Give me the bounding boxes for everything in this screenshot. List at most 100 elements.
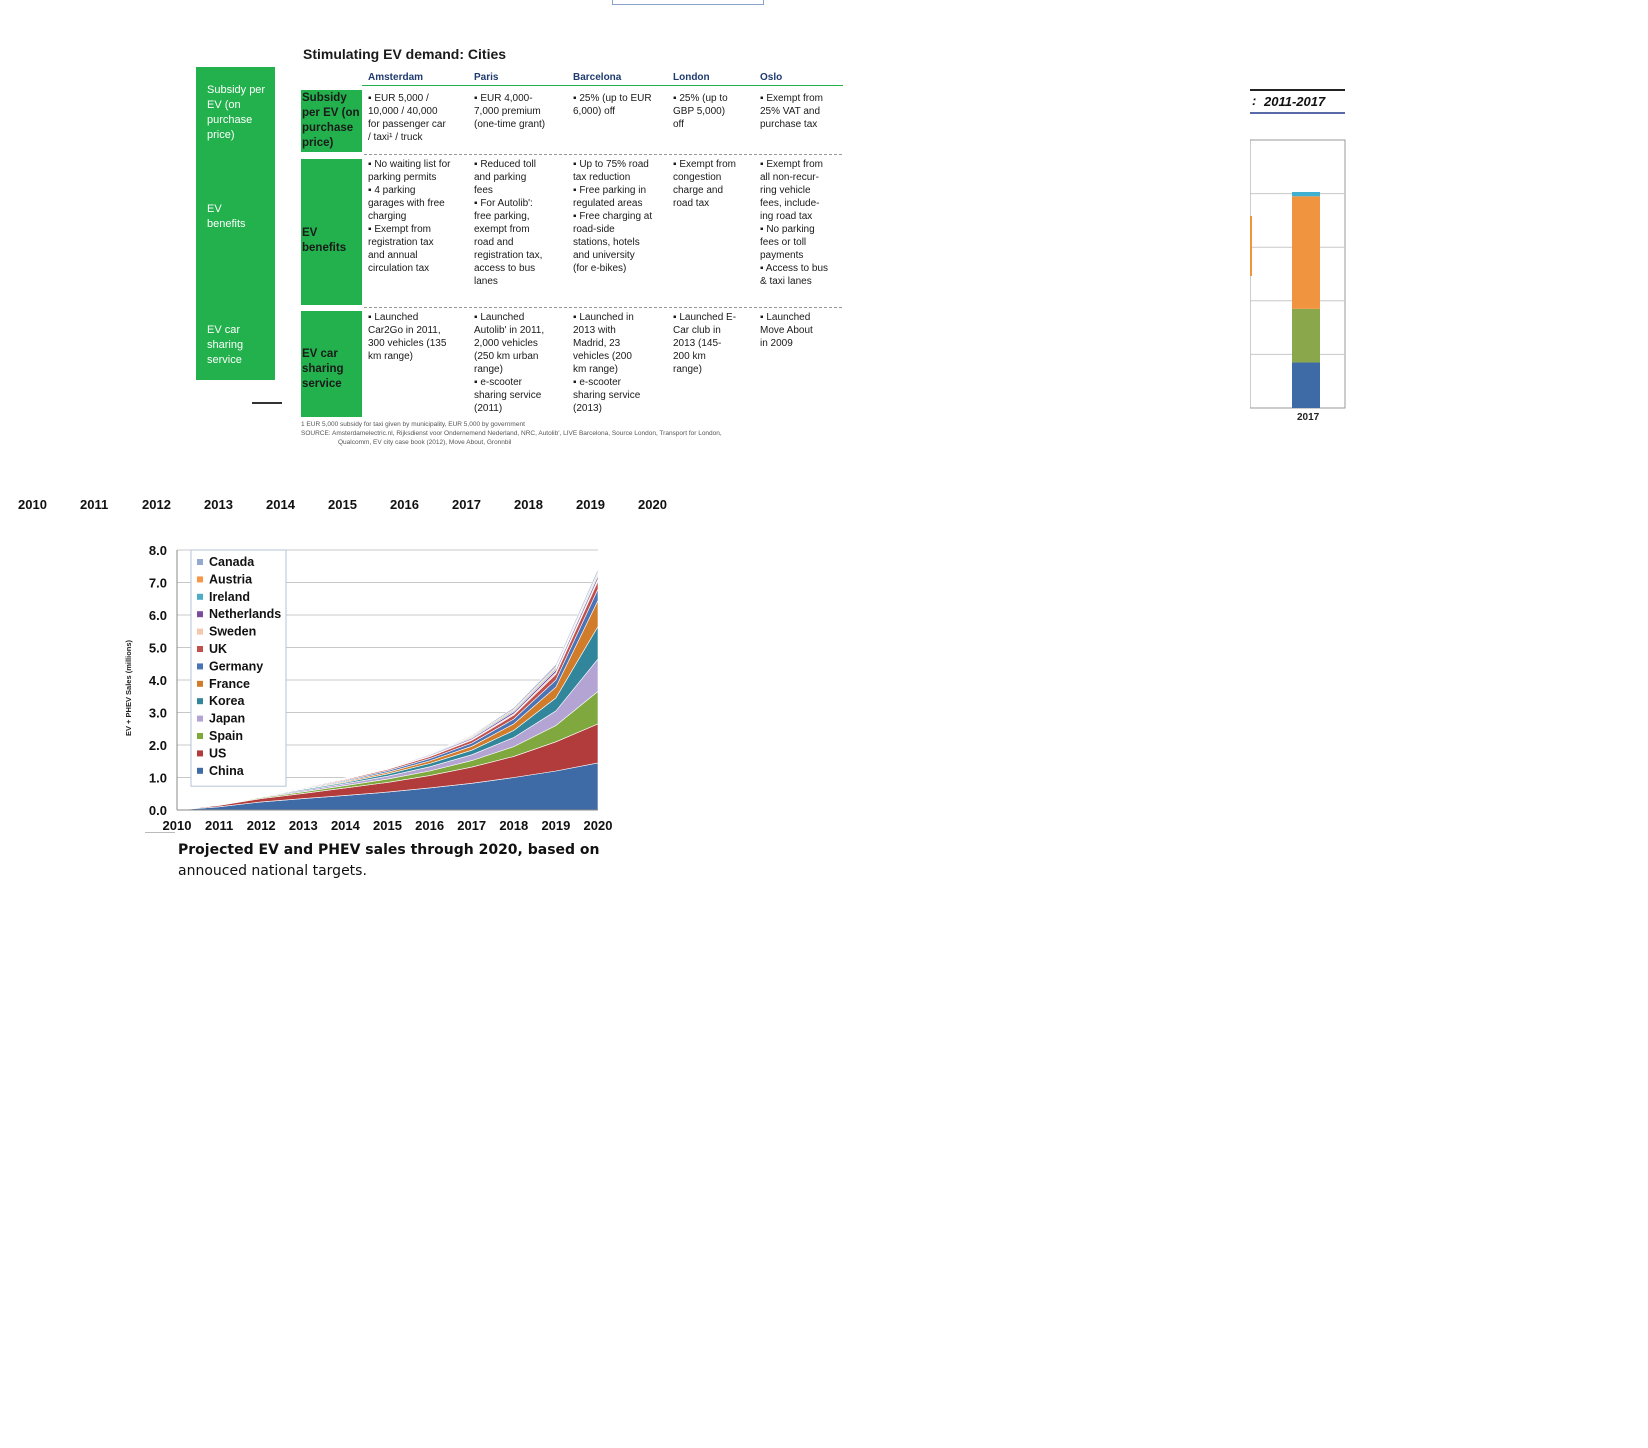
legend-swatch <box>197 680 203 687</box>
y-tick-label: 2.0 <box>149 738 167 753</box>
cell-sharing-paris: ▪ Launched Autolib' in 2011, 2,000 vehic… <box>474 312 545 414</box>
y-tick-label: 7.0 <box>149 576 167 591</box>
chart-caption: Projected EV and PHEV sales through 2020… <box>178 840 600 882</box>
y-tick-label: 8.0 <box>149 543 167 558</box>
legend-label: Canada <box>209 555 255 569</box>
year-label: 2014 <box>266 497 295 512</box>
side-label-benefits: EV benefits <box>207 203 246 230</box>
area-series-canada <box>176 568 599 811</box>
col-head-barcelona: Barcelona <box>573 72 622 83</box>
fragment-title: 2011-2017 <box>1264 94 1326 109</box>
table-source: SOURCE: Amsterdamelectric.nl, Rijksdiens… <box>301 430 722 437</box>
fragment-title-rule-bottom <box>1250 112 1345 114</box>
legend-label: Sweden <box>209 625 256 639</box>
side-label-sharing: EV car sharing service <box>207 324 244 366</box>
year-label: 2016 <box>390 497 419 512</box>
row-separator <box>364 154 842 155</box>
legend-swatch <box>197 733 203 739</box>
legend-label: US <box>209 746 226 760</box>
legend-swatch <box>197 628 203 635</box>
x-tick-label: 2017 <box>457 818 486 833</box>
year-label: 2010 <box>18 497 47 512</box>
x-tick-label: 2015 <box>373 818 402 833</box>
side-label-column <box>196 67 275 380</box>
legend-swatch <box>197 576 203 583</box>
legend-swatch <box>197 698 203 705</box>
legend-label: Austria <box>209 572 253 586</box>
chart-bottom-rule <box>145 832 175 833</box>
cell-benefits-barcelona: ▪ Up to 75% road tax reduction ▪ Free pa… <box>573 159 653 274</box>
cell-benefits-oslo: ▪ Exempt from all non-recur- ring vehicl… <box>760 159 829 287</box>
legend-swatch <box>197 559 203 565</box>
row-head-subsidy: Subsidy per EV (on purchase price) <box>302 92 360 149</box>
caption-line-2: annouced national targets. <box>178 863 367 879</box>
stray-dash <box>252 402 282 404</box>
header-rule <box>362 85 843 86</box>
legend-label: Ireland <box>209 590 250 604</box>
year-label: 2017 <box>452 497 481 512</box>
legend-label: France <box>209 677 250 691</box>
fragment-bar-segment <box>1292 362 1320 408</box>
legend-swatch <box>197 715 203 722</box>
cell-subsidy-paris: ▪ EUR 4,000- 7,000 premium (one-time gra… <box>474 93 546 130</box>
y-axis-title: EV + PHEV Sales (millions) <box>124 639 133 736</box>
fragment-bar-segment <box>1292 196 1320 309</box>
col-head-london: London <box>673 72 710 83</box>
row-head-benefits-block <box>301 159 362 305</box>
x-tick-label: 2018 <box>499 818 528 833</box>
table-footnote: 1 EUR 5,000 subsidy for taxi given by mu… <box>301 421 525 428</box>
y-tick-label: 1.0 <box>149 771 167 786</box>
cell-subsidy-barcelona: ▪ 25% (up to EUR 6,000) off <box>573 93 652 117</box>
year-label: 2015 <box>328 497 357 512</box>
x-tick-label: 2013 <box>289 818 318 833</box>
fragment-bar-segment <box>1292 308 1320 363</box>
cell-benefits-london: ▪ Exempt from congestion charge and road… <box>673 159 737 209</box>
year-label: 2019 <box>576 497 605 512</box>
x-tick-label: 2011 <box>205 818 233 833</box>
top-clip-box <box>612 0 764 5</box>
cell-sharing-oslo: ▪ Launched Move About in 2009 <box>760 312 813 349</box>
side-label-subsidy: Subsidy per EV (on purchase price) <box>207 84 266 141</box>
fragment-bar-segment <box>1292 191 1320 197</box>
legend-label: UK <box>209 642 227 656</box>
year-label: 2011 <box>80 497 109 512</box>
year-label: 2020 <box>638 497 667 512</box>
col-head-oslo: Oslo <box>760 72 783 83</box>
year-label: 2013 <box>204 497 233 512</box>
y-tick-label: 3.0 <box>149 706 167 721</box>
col-head-paris: Paris <box>474 72 499 83</box>
y-tick-label: 5.0 <box>149 641 167 656</box>
legend-swatch <box>197 646 203 652</box>
year-label: 2018 <box>514 497 543 512</box>
legend-label: China <box>209 764 245 778</box>
legend-swatch <box>197 767 203 774</box>
legend-swatch <box>197 611 203 618</box>
legend-box <box>190 549 287 787</box>
fragment-x-label: 2017 <box>1297 412 1320 423</box>
x-tick-label: 2019 <box>541 818 570 833</box>
row-head-sharing: EV car sharing service <box>302 348 344 390</box>
legend-label: Korea <box>209 694 245 708</box>
fragment-title-colon: : <box>1252 93 1257 108</box>
legend-swatch <box>197 593 203 600</box>
cell-subsidy-oslo: ▪ Exempt from 25% VAT and purchase tax <box>760 93 824 130</box>
caption-line-1: Projected EV and PHEV sales through 2020… <box>178 842 600 858</box>
x-tick-label: 2012 <box>247 818 276 833</box>
y-tick-label: 0.0 <box>149 803 167 818</box>
y-tick-label: 6.0 <box>149 608 167 623</box>
row-head-subsidy-block <box>301 90 362 152</box>
cell-subsidy-london: ▪ 25% (up to GBP 5,000) off <box>673 93 728 130</box>
x-tick-label: 2014 <box>331 818 361 833</box>
table-source-line2: Qualcomm, EV city case book (2012), Move… <box>338 439 512 446</box>
row-head-benefits: EV benefits <box>302 227 347 254</box>
row-separator <box>364 307 842 308</box>
fragment-plot <box>1250 139 1346 409</box>
ev-sales-chart: 0.0 1.0 2.0 3.0 4.0 5.0 6.0 7.0 8.0 2010 2011 2012… <box>124 543 612 833</box>
cell-benefits-paris: ▪ Reduced toll and parking fees ▪ For Au… <box>474 159 543 287</box>
cell-sharing-barcelona: ▪ Launched in 2013 with Madrid, 23 vehic… <box>573 312 641 414</box>
x-tick-label: 2010 <box>163 818 192 833</box>
cell-subsidy-amsterdam: ▪ EUR 5,000 / 10,000 / 40,000 for passen… <box>368 93 446 143</box>
y-tick-label: 4.0 <box>149 673 167 688</box>
fragment-left-stub <box>1250 216 1252 276</box>
x-tick-label: 2016 <box>415 818 444 833</box>
